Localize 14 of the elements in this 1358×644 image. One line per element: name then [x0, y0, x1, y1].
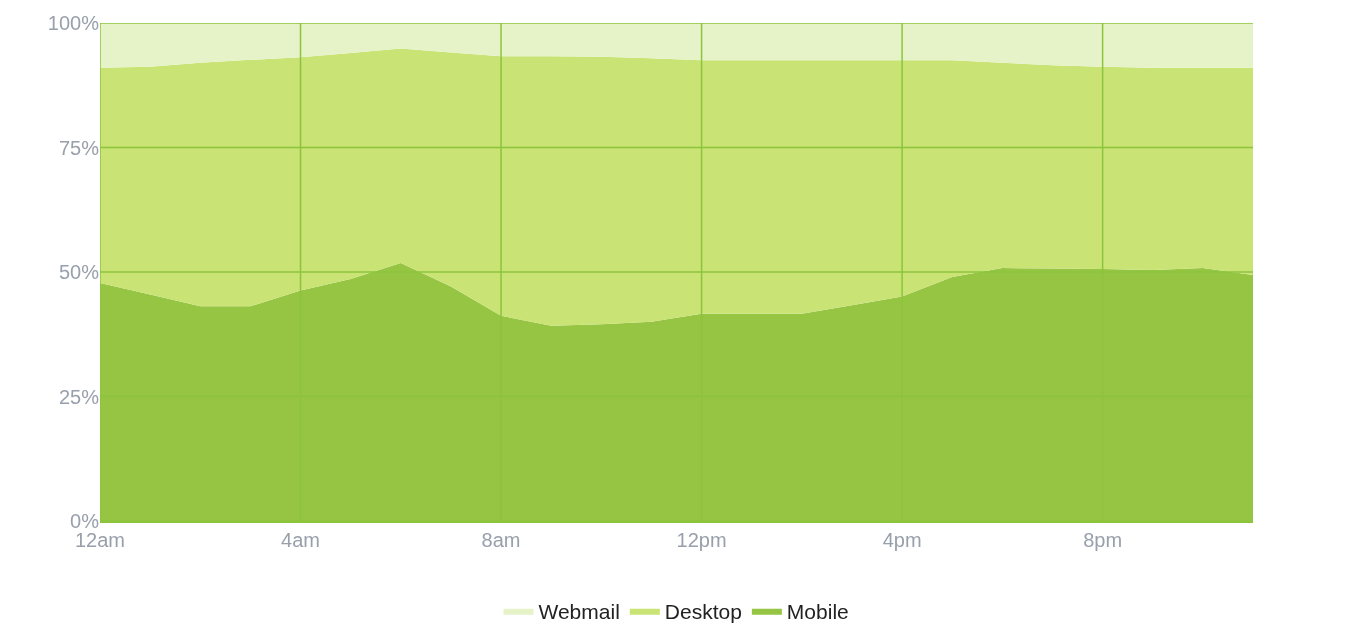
x-tick-label: 8am: [481, 529, 521, 551]
y-tick-label: 25%: [58, 385, 100, 408]
legend-label: Webmail: [538, 600, 620, 624]
x-tick-label: 12am: [74, 529, 126, 551]
x-tick-label: 12pm: [676, 529, 727, 551]
y-tick-label: 0%: [70, 510, 100, 532]
x-tick-label: 4pm: [882, 529, 922, 551]
y-tick-label: 100%: [47, 12, 100, 34]
legend-label: Mobile: [786, 600, 849, 624]
legend-label: Desktop: [664, 600, 742, 624]
x-tick-label: 4am: [281, 529, 320, 551]
y-tick-label: 75%: [58, 136, 100, 159]
x-tick-label: 8pm: [1083, 529, 1123, 551]
y-tick-label: 50%: [58, 261, 100, 283]
